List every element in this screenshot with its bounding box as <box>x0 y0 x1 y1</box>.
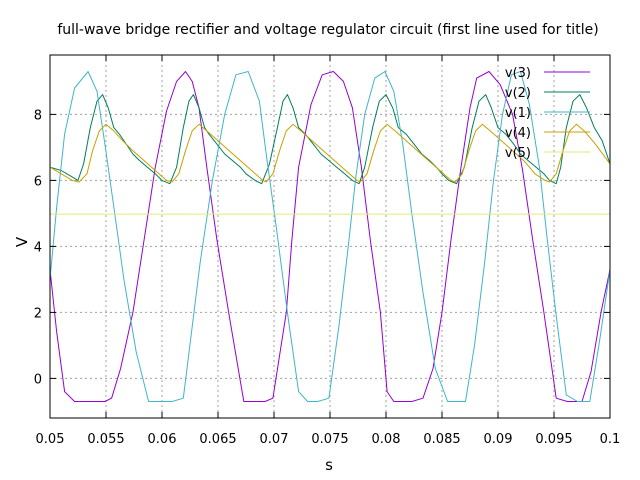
y-axis-label: V <box>13 236 31 247</box>
y-tick-label: 0 <box>34 372 42 387</box>
series-line-v2 <box>49 94 611 185</box>
tick-labels: 0.05 0.055 0.06 0.065 0.07 0.075 0.08 0.085 0.09… <box>34 108 621 447</box>
series-lines <box>49 71 611 402</box>
x-tick-label: 0.095 <box>535 432 572 447</box>
series-line-v4 <box>49 123 611 183</box>
legend-label: v(5) <box>505 146 531 161</box>
x-tick-label: 0.08 <box>372 432 401 447</box>
x-tick-label: 0.09 <box>484 432 513 447</box>
x-tick-label: 0.05 <box>36 432 65 447</box>
legend-label: v(4) <box>505 126 531 141</box>
x-tick-label: 0.065 <box>199 432 236 447</box>
x-tick-label: 0.06 <box>148 432 177 447</box>
x-tick-label: 0.1 <box>600 432 621 447</box>
legend-label: v(2) <box>505 86 531 101</box>
grid-lines <box>50 55 610 418</box>
series-line-v3 <box>49 71 611 402</box>
legend: v(3) v(2) v(1) v(4) v(5) <box>505 66 590 161</box>
x-tick-label: 0.075 <box>311 432 348 447</box>
x-axis-label: s <box>325 456 333 474</box>
chart-title: full-wave bridge rectifier and voltage r… <box>57 22 598 38</box>
y-tick-label: 2 <box>34 306 42 321</box>
x-tick-label: 0.085 <box>423 432 460 447</box>
y-tick-label: 8 <box>34 108 42 123</box>
series-line-v1 <box>49 71 611 402</box>
y-tick-label: 6 <box>34 174 42 189</box>
axis-ticks <box>49 55 611 418</box>
x-tick-label: 0.055 <box>87 432 124 447</box>
legend-label: v(3) <box>505 66 531 81</box>
y-tick-label: 4 <box>34 240 42 255</box>
legend-label: v(1) <box>505 106 531 121</box>
x-tick-label: 0.07 <box>260 432 289 447</box>
